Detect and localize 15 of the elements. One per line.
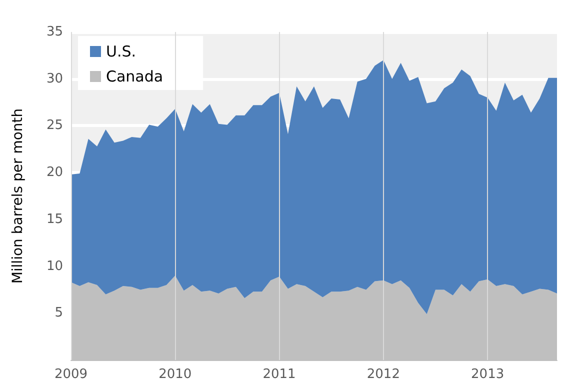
y-tick-label: 35 [46, 24, 63, 40]
x-tick-label: 2009 [54, 367, 88, 382]
y-axis-title: Million barrels per month [10, 108, 26, 284]
legend-label: Canada [106, 68, 164, 86]
y-tick-label: 20 [46, 165, 63, 180]
y-tick-label: 30 [46, 71, 63, 86]
x-tick-label: 2012 [366, 367, 400, 382]
y-tick-label: 15 [46, 212, 63, 227]
legend-label: U.S. [106, 42, 136, 60]
y-tick-label: 5 [54, 306, 63, 321]
y-tick-label: 25 [46, 118, 63, 134]
y-tick-label: 10 [46, 258, 63, 274]
x-tick-label: 2013 [471, 367, 504, 382]
x-tick-label: 2011 [262, 367, 296, 382]
x-tick-label: 2010 [158, 367, 192, 382]
